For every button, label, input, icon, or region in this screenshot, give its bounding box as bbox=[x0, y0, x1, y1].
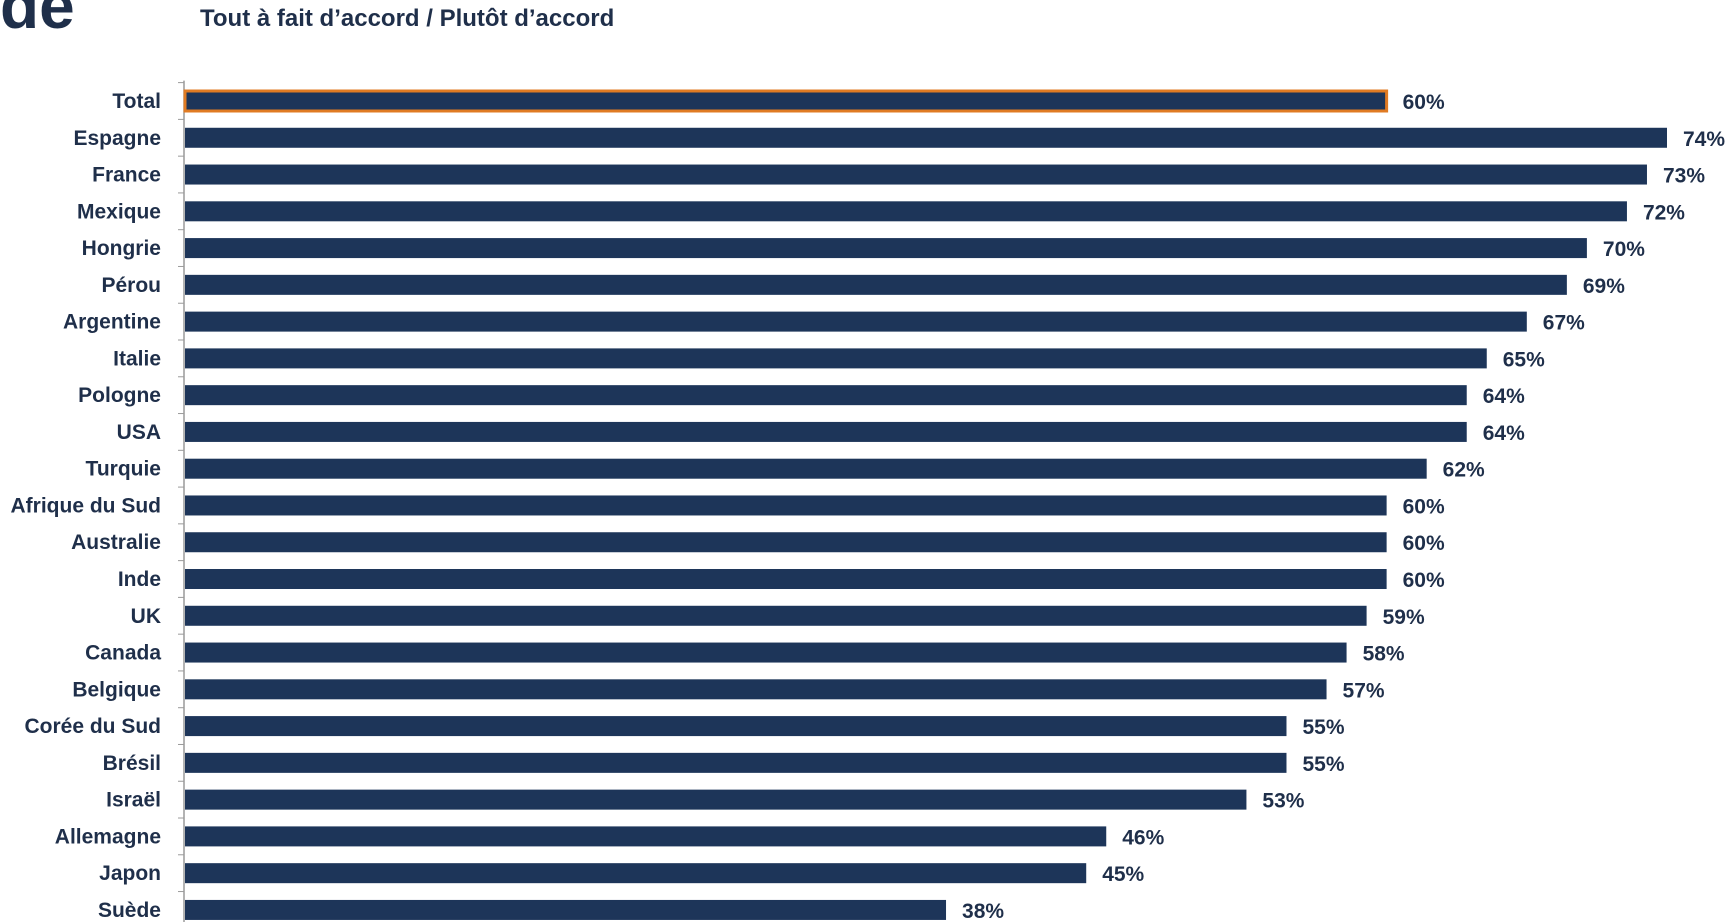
bar-espagne bbox=[185, 127, 1667, 148]
category-label-total: Total bbox=[112, 90, 161, 113]
value-label-coree-du-sud: 55% bbox=[1302, 716, 1344, 739]
bar-mexique bbox=[185, 201, 1627, 222]
value-label-espagne: 74% bbox=[1683, 128, 1725, 151]
value-label-turquie: 62% bbox=[1443, 459, 1485, 482]
value-label-inde: 60% bbox=[1403, 569, 1445, 592]
value-label-pologne: 64% bbox=[1483, 385, 1525, 408]
bar-hongrie bbox=[185, 238, 1587, 259]
category-label-argentine: Argentine bbox=[63, 311, 161, 334]
bar-belgique bbox=[185, 679, 1327, 700]
bar-allemagne bbox=[185, 826, 1107, 847]
bar-usa bbox=[185, 421, 1467, 442]
value-label-italie: 65% bbox=[1503, 348, 1545, 371]
bar-afrique-du-sud bbox=[185, 495, 1387, 516]
title-fragment: de bbox=[0, 0, 75, 42]
value-label-mexique: 72% bbox=[1643, 201, 1685, 224]
value-label-suede: 38% bbox=[962, 900, 1004, 922]
category-label-japon: Japon bbox=[99, 862, 161, 885]
category-label-mexique: Mexique bbox=[77, 200, 161, 223]
chart-subtitle: Tout à fait d’accord / Plutôt d’accord bbox=[200, 5, 615, 32]
value-label-perou: 69% bbox=[1583, 275, 1625, 298]
value-label-usa: 64% bbox=[1483, 422, 1525, 445]
value-label-japon: 45% bbox=[1102, 863, 1144, 886]
value-label-france: 73% bbox=[1663, 165, 1705, 188]
value-label-canada: 58% bbox=[1363, 643, 1405, 666]
value-label-argentine: 67% bbox=[1543, 312, 1585, 335]
bar-japon bbox=[185, 863, 1087, 884]
category-label-bresil: Brésil bbox=[103, 752, 161, 775]
bar-italie bbox=[185, 348, 1487, 369]
value-label-total: 60% bbox=[1403, 91, 1445, 114]
bar-coree-du-sud bbox=[185, 716, 1287, 737]
category-label-australie: Australie bbox=[71, 531, 161, 554]
category-label-hongrie: Hongrie bbox=[82, 237, 161, 260]
category-label-canada: Canada bbox=[85, 642, 161, 665]
value-label-israel: 53% bbox=[1262, 790, 1304, 813]
bars-group bbox=[178, 82, 1667, 920]
bar-argentine bbox=[185, 311, 1527, 332]
category-label-espagne: Espagne bbox=[73, 127, 161, 150]
value-label-uk: 59% bbox=[1383, 606, 1425, 629]
bar-canada bbox=[185, 642, 1347, 663]
category-label-perou: Pérou bbox=[101, 274, 161, 297]
value-label-australie: 60% bbox=[1403, 532, 1445, 555]
bar-israel bbox=[185, 789, 1247, 810]
value-label-hongrie: 70% bbox=[1603, 238, 1645, 261]
bar-pologne bbox=[185, 385, 1467, 406]
value-label-allemagne: 46% bbox=[1122, 826, 1164, 849]
category-labels-group: Total Espagne France Mexique Hongrie Pérou Arg… bbox=[11, 90, 162, 922]
value-labels-group: 60% 74% 73% 72% 70% 69% 67% 65% 64% 64% 62% 60% 60% 6… bbox=[962, 91, 1725, 922]
category-label-turquie: Turquie bbox=[86, 458, 161, 481]
bar-suede bbox=[185, 899, 947, 920]
category-label-afrique-du-sud: Afrique du Sud bbox=[11, 494, 162, 517]
bar-bresil bbox=[185, 752, 1287, 773]
category-label-belgique: Belgique bbox=[72, 678, 161, 701]
category-label-israel: Israël bbox=[106, 789, 161, 812]
category-label-italie: Italie bbox=[113, 347, 161, 370]
category-label-usa: USA bbox=[117, 421, 161, 444]
bar-france bbox=[185, 164, 1647, 185]
bar-inde bbox=[185, 569, 1387, 590]
category-label-uk: UK bbox=[131, 605, 161, 628]
value-label-afrique-du-sud: 60% bbox=[1403, 495, 1445, 518]
category-label-allemagne: Allemagne bbox=[55, 825, 161, 848]
value-label-bresil: 55% bbox=[1302, 753, 1344, 776]
bar-australie bbox=[185, 532, 1387, 553]
bar-perou bbox=[185, 274, 1567, 295]
category-label-pologne: Pologne bbox=[78, 384, 161, 407]
bar-turquie bbox=[185, 458, 1427, 479]
category-label-inde: Inde bbox=[118, 568, 161, 591]
bar-uk bbox=[185, 605, 1367, 626]
category-label-suede: Suède bbox=[98, 899, 161, 922]
category-label-coree-du-sud: Corée du Sud bbox=[24, 715, 161, 738]
bar-total bbox=[183, 89, 1389, 113]
value-label-belgique: 57% bbox=[1343, 679, 1385, 702]
category-label-france: France bbox=[92, 164, 161, 187]
